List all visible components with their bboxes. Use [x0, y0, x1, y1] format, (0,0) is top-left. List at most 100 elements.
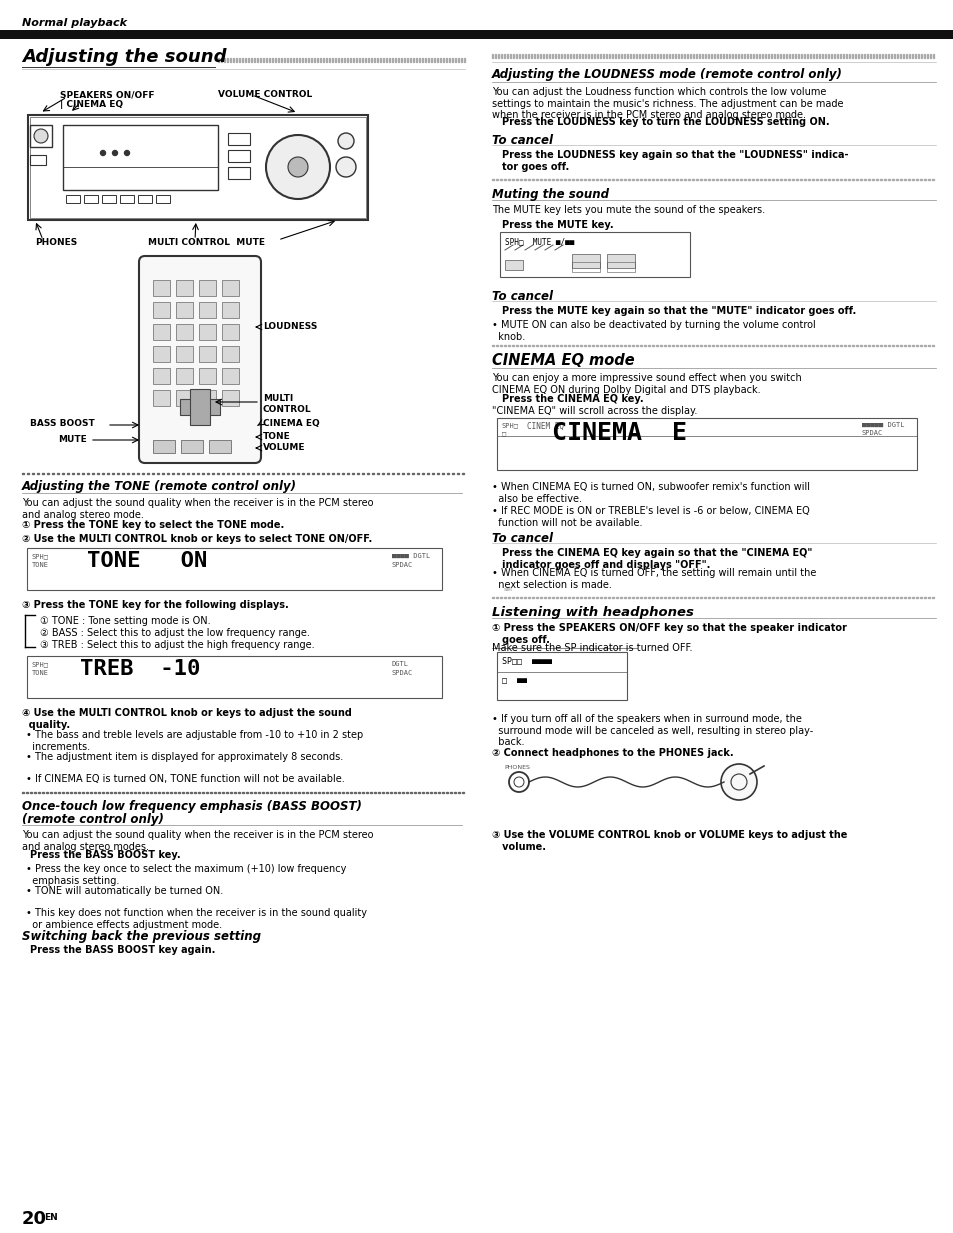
- Bar: [807, 344, 809, 346]
- Bar: [63, 125, 218, 190]
- Bar: [895, 344, 897, 346]
- Text: ① TONE : Tone setting mode is ON.: ① TONE : Tone setting mode is ON.: [40, 616, 211, 626]
- Bar: [78, 792, 80, 793]
- Bar: [242, 792, 244, 793]
- Bar: [767, 597, 769, 598]
- Bar: [567, 597, 569, 598]
- Bar: [354, 792, 355, 793]
- Bar: [929, 54, 930, 58]
- Text: PHONES: PHONES: [503, 764, 529, 769]
- Bar: [222, 472, 224, 473]
- Bar: [704, 54, 706, 58]
- Text: Once-touch low frequency emphasis (BASS BOOST): Once-touch low frequency emphasis (BASS …: [22, 800, 361, 813]
- Text: Press the CINEMA EQ key.: Press the CINEMA EQ key.: [501, 395, 643, 404]
- Text: ③ Use the VOLUME CONTROL knob or VOLUME keys to adjust the
   volume.: ③ Use the VOLUME CONTROL knob or VOLUME …: [492, 830, 846, 852]
- Bar: [377, 792, 379, 793]
- Bar: [222, 346, 239, 363]
- Bar: [389, 58, 390, 62]
- Bar: [662, 54, 664, 58]
- Bar: [413, 58, 414, 62]
- Text: SPH□: SPH□: [32, 552, 49, 559]
- Bar: [421, 58, 423, 62]
- Bar: [596, 597, 598, 598]
- Bar: [187, 472, 189, 473]
- Bar: [723, 344, 725, 346]
- Bar: [783, 344, 785, 346]
- Bar: [532, 179, 534, 180]
- Bar: [298, 58, 300, 62]
- Text: SP□□  ■■■■: SP□□ ■■■■: [501, 656, 552, 665]
- Bar: [282, 472, 284, 473]
- Bar: [386, 58, 387, 62]
- Text: ■■■■■ DGTL: ■■■■■ DGTL: [862, 422, 903, 428]
- Bar: [67, 472, 69, 473]
- Bar: [347, 58, 348, 62]
- Bar: [823, 179, 825, 180]
- Bar: [902, 54, 903, 58]
- Bar: [436, 58, 438, 62]
- Bar: [132, 472, 133, 473]
- Text: • The bass and treble levels are adjustable from -10 to +10 in 2 step
  incremen: • The bass and treble levels are adjusta…: [26, 730, 363, 752]
- Bar: [152, 472, 153, 473]
- Circle shape: [34, 129, 48, 143]
- Text: Adjusting the sound: Adjusting the sound: [22, 48, 226, 67]
- Bar: [851, 344, 853, 346]
- Bar: [190, 388, 210, 425]
- Text: SPDAC: SPDAC: [862, 430, 882, 436]
- Bar: [152, 280, 170, 296]
- Bar: [596, 344, 598, 346]
- Bar: [368, 58, 369, 62]
- Bar: [329, 58, 330, 62]
- Text: CINEMA EQ: CINEMA EQ: [263, 419, 319, 428]
- Bar: [74, 792, 76, 793]
- Bar: [713, 54, 715, 58]
- Bar: [267, 472, 269, 473]
- Bar: [599, 597, 601, 598]
- Text: TONE   ON: TONE ON: [87, 551, 207, 571]
- Bar: [572, 344, 574, 346]
- Bar: [512, 344, 514, 346]
- Text: • MUTE ON can also be deactivated by turning the volume control
  knob.: • MUTE ON can also be deactivated by tur…: [492, 321, 815, 342]
- Bar: [27, 472, 29, 473]
- Bar: [297, 792, 299, 793]
- Bar: [401, 472, 403, 473]
- Bar: [602, 54, 604, 58]
- Bar: [245, 58, 246, 62]
- Bar: [735, 597, 738, 598]
- Bar: [915, 179, 917, 180]
- Bar: [797, 54, 799, 58]
- Bar: [627, 344, 629, 346]
- Bar: [767, 344, 769, 346]
- Bar: [441, 792, 443, 793]
- Bar: [230, 792, 232, 793]
- Bar: [534, 54, 535, 58]
- Bar: [519, 179, 521, 180]
- Bar: [893, 54, 895, 58]
- Bar: [394, 792, 395, 793]
- Bar: [594, 54, 595, 58]
- Text: You can enjoy a more impressive sound effect when you switch
CINEMA EQ ON during: You can enjoy a more impressive sound ef…: [492, 374, 801, 395]
- Bar: [531, 54, 532, 58]
- Bar: [117, 472, 119, 473]
- Bar: [392, 58, 393, 62]
- Bar: [532, 344, 534, 346]
- Bar: [499, 232, 689, 277]
- Bar: [532, 597, 534, 598]
- Bar: [122, 792, 124, 793]
- Bar: [761, 54, 762, 58]
- Bar: [512, 179, 514, 180]
- Bar: [499, 344, 501, 346]
- Bar: [281, 58, 282, 62]
- Bar: [323, 58, 324, 62]
- Bar: [592, 597, 594, 598]
- Bar: [390, 792, 392, 793]
- Bar: [497, 54, 499, 58]
- Bar: [771, 597, 773, 598]
- FancyBboxPatch shape: [139, 256, 261, 464]
- Bar: [851, 597, 853, 598]
- Bar: [247, 472, 249, 473]
- Bar: [357, 792, 359, 793]
- Bar: [358, 58, 360, 62]
- Bar: [763, 179, 765, 180]
- Bar: [94, 792, 96, 793]
